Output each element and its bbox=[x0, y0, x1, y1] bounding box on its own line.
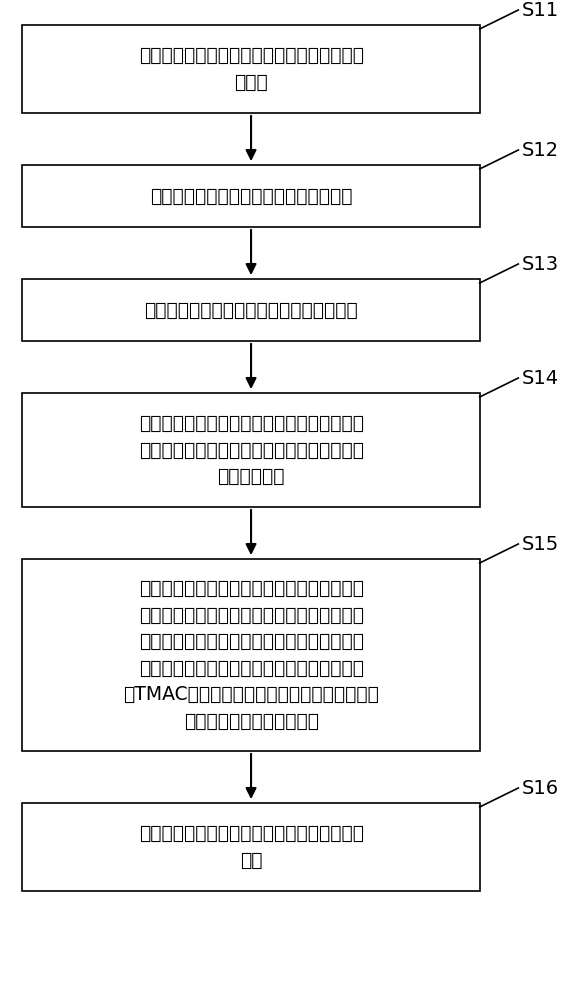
Text: 确定测试样本在不同气体压力下的克努森数: 确定测试样本在不同气体压力下的克努森数 bbox=[144, 300, 358, 320]
Text: 利用预设参数确定地层中低渗透率储层的视渗
透率: 利用预设参数确定地层中低渗透率储层的视渗 透率 bbox=[139, 824, 364, 870]
Text: 利用测试样本的渗透率测量值随克努森数变化
的曲线，采用二阶多项式进行最小二乘法数据
拟合，确定二阶多项式的常数项的值为测试样
本的固有渗透率，确定一次项系数为测: 利用测试样本的渗透率测量值随克努森数变化 的曲线，采用二阶多项式进行最小二乘法数… bbox=[123, 579, 379, 731]
Bar bbox=[22, 25, 480, 113]
Bar bbox=[22, 393, 480, 507]
Text: 将测试样本的渗透率测量值随气体压力变化的
曲线转换为测试样本的渗透率测量值随克努森
数变化的曲线: 将测试样本的渗透率测量值随气体压力变化的 曲线转换为测试样本的渗透率测量值随克努… bbox=[139, 414, 364, 486]
Bar bbox=[22, 559, 480, 751]
Text: S15: S15 bbox=[521, 534, 559, 554]
Text: 分别测定气体性质和测试样本的孔隙直径: 分别测定气体性质和测试样本的孔隙直径 bbox=[150, 186, 352, 206]
Bar bbox=[22, 279, 480, 341]
Text: 确定测试样本的渗透率测量值随气体压力变化
的曲线: 确定测试样本的渗透率测量值随气体压力变化 的曲线 bbox=[139, 46, 364, 92]
Text: S13: S13 bbox=[521, 254, 558, 273]
Text: S14: S14 bbox=[521, 368, 558, 387]
Text: S12: S12 bbox=[521, 140, 558, 159]
Bar bbox=[22, 165, 480, 227]
Bar bbox=[22, 803, 480, 891]
Text: S11: S11 bbox=[521, 0, 558, 19]
Text: S16: S16 bbox=[521, 778, 558, 798]
